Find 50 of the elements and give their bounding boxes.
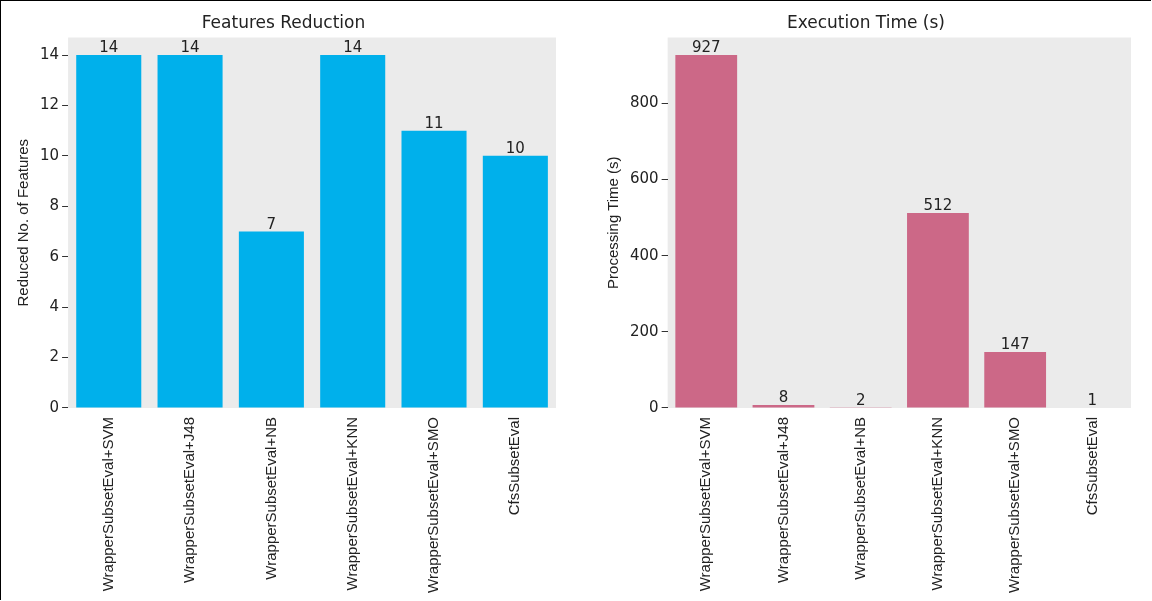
data-label: 11 (424, 114, 444, 133)
x-tick-label: WrapperSubsetEval+SMO (1005, 416, 1023, 594)
y-tick-label: 0 (49, 397, 60, 416)
y-axis-title: Processing Time (s) (604, 156, 622, 289)
chart-title: Features Reduction (201, 11, 366, 32)
data-label: 7 (266, 214, 277, 233)
bar (401, 130, 467, 408)
data-label: 1 (1087, 390, 1098, 409)
x-tick-label: CfsSubsetEval (1082, 416, 1100, 516)
y-tick-label: 8 (49, 196, 60, 215)
data-label: 14 (99, 38, 119, 57)
y-axis-title: Reduced No. of Features (14, 138, 32, 307)
x-tick-label: CfsSubsetEval (505, 416, 523, 516)
data-label: 14 (180, 38, 200, 57)
y-tick-label: 200 (629, 321, 659, 340)
data-label: 927 (691, 38, 721, 57)
bar (157, 55, 223, 408)
x-tick-label: WrapperSubsetEval+NB (261, 416, 279, 580)
x-tick-label: WrapperSubsetEval+J48 (773, 416, 791, 584)
bar (482, 155, 548, 408)
y-tick-label: 2 (49, 347, 60, 366)
bar (675, 54, 738, 408)
data-label: 14 (343, 38, 363, 57)
y-tick-label: 6 (49, 246, 60, 265)
x-tick-label: WrapperSubsetEval+SVM (98, 416, 116, 592)
y-tick-label: 800 (629, 93, 659, 112)
chart-title: Execution Time (s) (787, 11, 945, 32)
x-tick-label: WrapperSubsetEval+KNN (342, 416, 360, 591)
bar (76, 55, 142, 408)
data-label: 512 (923, 196, 953, 215)
bar (907, 212, 969, 408)
y-tick-label: 12 (39, 95, 60, 114)
x-tick-label: WrapperSubsetEval+KNN (928, 416, 946, 591)
data-label: 2 (855, 390, 866, 409)
data-label: 8 (778, 388, 789, 407)
y-tick-label: 4 (49, 297, 60, 316)
x-tick-label: WrapperSubsetEval+SMO (424, 416, 442, 594)
bar (984, 351, 1047, 408)
x-tick-label: WrapperSubsetEval+J48 (180, 416, 198, 584)
bar (238, 231, 304, 408)
bar (320, 55, 386, 408)
data-label: 147 (1000, 335, 1030, 354)
y-tick-label: 10 (39, 145, 60, 164)
x-tick-label: WrapperSubsetEval+SVM (696, 416, 714, 592)
data-label: 10 (505, 139, 525, 158)
y-tick-label: 400 (629, 245, 659, 264)
y-tick-label: 600 (629, 169, 659, 188)
y-tick-label: 14 (39, 44, 60, 63)
y-tick-label: 0 (649, 397, 659, 416)
x-tick-label: WrapperSubsetEval+NB (850, 416, 868, 580)
